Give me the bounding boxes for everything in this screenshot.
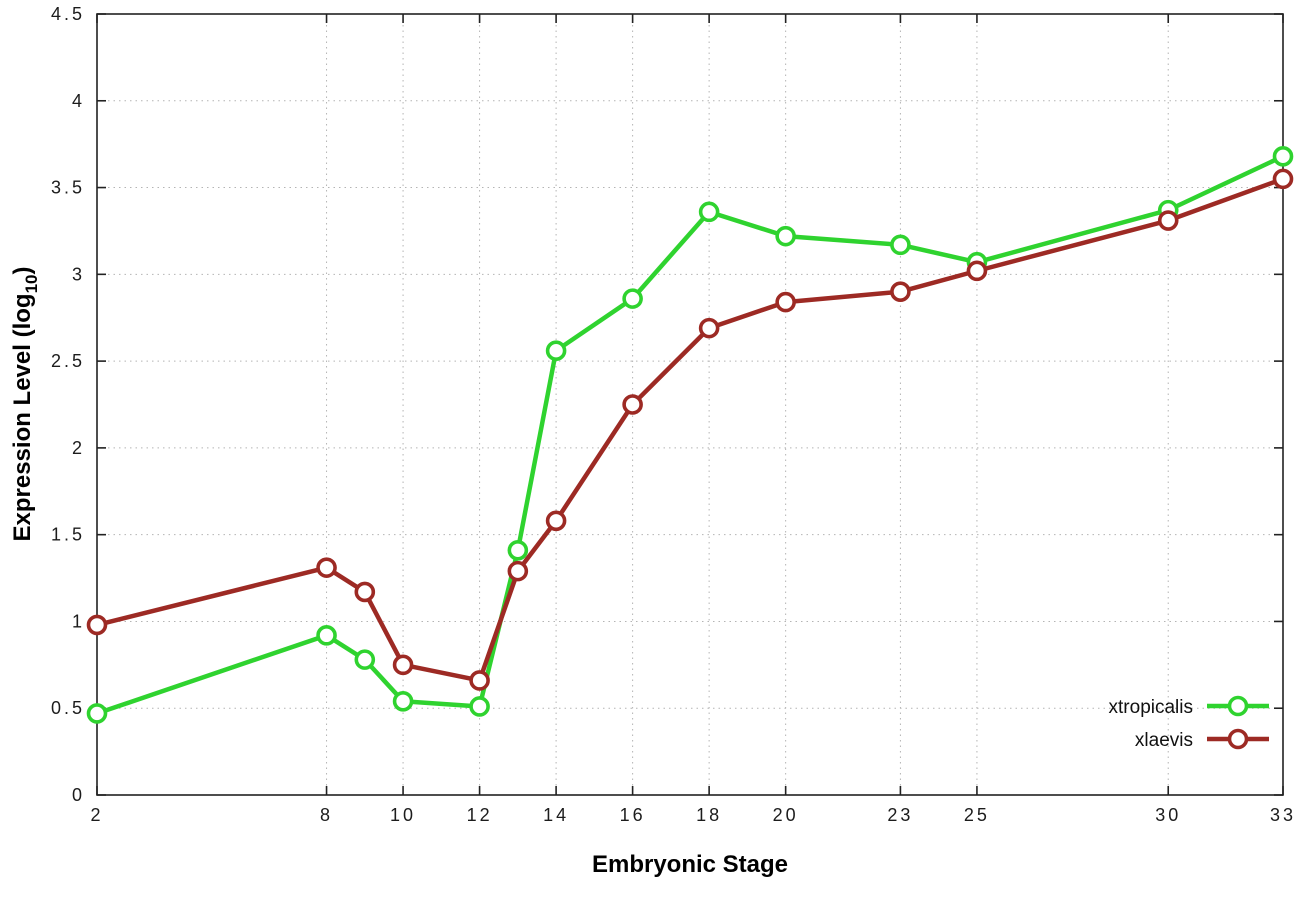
data-point-marker-xlaevis: [316, 557, 337, 578]
legend-sample-marker-xtropicalis: [1227, 695, 1249, 717]
y-tick-label: 1: [72, 611, 85, 631]
data-point-marker-xlaevis: [469, 670, 490, 691]
data-point-marker-xlaevis: [86, 614, 108, 636]
legend-label-xtropicalis: xtropicalis: [1109, 697, 1193, 718]
data-point-marker-xlaevis: [507, 560, 529, 582]
y-tick-label: 3: [72, 264, 85, 284]
data-point-marker-xtropicalis: [622, 288, 643, 309]
y-tick-label: 2: [72, 438, 85, 458]
x-tick-label: 2: [90, 805, 103, 825]
x-tick-label: 8: [320, 805, 333, 825]
data-point-marker-xlaevis: [545, 510, 567, 532]
data-point-marker-xlaevis: [622, 394, 643, 415]
plot-border-rect: [96, 13, 1284, 796]
x-tick-label: 20: [773, 805, 799, 825]
axis-ticks: [96, 13, 1284, 796]
grid-lines: [96, 13, 1284, 796]
data-point-marker-xtropicalis: [392, 690, 414, 712]
x-tick-label: 16: [620, 805, 646, 825]
x-tick-label: 18: [696, 805, 722, 825]
y-tick-label: 0.5: [51, 698, 85, 718]
data-point-marker-xtropicalis: [507, 539, 529, 561]
legend-label-xlaevis: xlaevis: [1135, 730, 1193, 751]
x-tick-label: 25: [964, 805, 990, 825]
y-axis-title: Expression Level (log10): [9, 267, 41, 542]
y-tick-label: 2.5: [51, 351, 85, 371]
x-tick-label: 33: [1270, 805, 1296, 825]
x-tick-label: 14: [543, 805, 569, 825]
data-point-marker-xlaevis: [698, 317, 720, 339]
data-point-marker-xtropicalis: [316, 625, 337, 646]
y-tick-label: 1.5: [51, 525, 85, 545]
data-point-marker-xtropicalis: [86, 703, 108, 724]
legend: xtropicalis xlaevis: [1109, 695, 1269, 751]
tick-labels: 2 8 10 12 14 16 18 20 23 25 30 33 0 0.5 1 1.5 2 2.5 3 3.5 4 4…: [51, 4, 1296, 825]
data-point-marker-xlaevis: [890, 281, 911, 302]
data-point-marker-xtropicalis: [545, 340, 567, 361]
data-point-marker-xtropicalis: [1272, 146, 1294, 167]
data-point-marker-xtropicalis: [698, 201, 720, 223]
y-tick-label: 4.5: [51, 4, 85, 24]
series-line-xtropicalis: [94, 154, 1286, 716]
data-point-marker-xlaevis: [775, 291, 796, 313]
plot-border: [96, 13, 1284, 796]
x-tick-label: 23: [887, 805, 913, 825]
y-tick-label: 0: [72, 785, 85, 805]
data-point-marker-xlaevis: [966, 260, 988, 282]
x-tick-label: 12: [467, 805, 493, 825]
y-tick-label: 3.5: [51, 178, 85, 198]
x-tick-label: 10: [390, 805, 416, 825]
series-line-xlaevis: [94, 176, 1286, 683]
data-point-marker-xlaevis: [354, 581, 376, 603]
y-tick-label: 4: [72, 91, 85, 111]
data-point-marker-xlaevis: [1272, 168, 1294, 190]
data-point-marker-xtropicalis: [354, 649, 376, 670]
x-axis-title: Embryonic Stage: [592, 851, 788, 878]
data-series: [86, 146, 1294, 724]
data-point-marker-xtropicalis: [890, 234, 911, 256]
data-point-marker-xlaevis: [392, 654, 414, 676]
data-point-marker-xtropicalis: [775, 225, 796, 247]
x-tick-label: 30: [1155, 805, 1181, 825]
legend-sample-marker-xlaevis: [1227, 728, 1249, 750]
data-point-marker-xlaevis: [1157, 210, 1179, 231]
data-point-marker-xtropicalis: [469, 696, 490, 717]
